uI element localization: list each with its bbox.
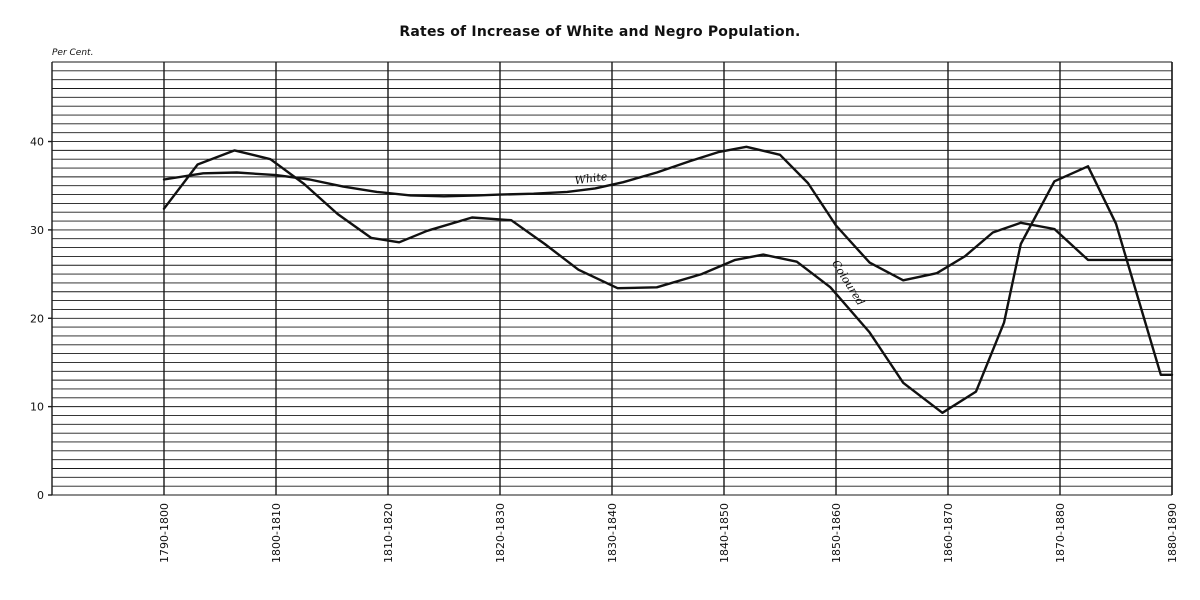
- x-tick-label: 1870-1880: [1054, 503, 1067, 563]
- x-tick-label: 1850-1860: [830, 503, 843, 563]
- series-layer: [162, 145, 1174, 414]
- x-tick-label: 1820-1830: [494, 503, 507, 563]
- x-tick-label: 1860-1870: [942, 503, 955, 563]
- series-label-white: White: [574, 170, 609, 188]
- x-tick-label: 1840-1850: [718, 503, 731, 563]
- x-tick-label: 1800-1810: [270, 503, 283, 563]
- x-tick-label: 1790-1800: [158, 503, 171, 563]
- y-tick-label: 40: [30, 136, 44, 149]
- y-tick-label: 30: [30, 224, 44, 237]
- series-line-white: [162, 145, 1174, 282]
- y-axis-unit-label: Per Cent.: [52, 48, 93, 58]
- y-tick-label: 10: [30, 401, 44, 414]
- grid-layer: [51, 61, 1173, 496]
- x-tick-label: 1880-1890: [1166, 503, 1179, 563]
- axis-layer: Per Cent. 0 10 20 30 40 1790-1800 1800-1810 181…: [30, 48, 1179, 563]
- x-tick-label: 1810-1820: [382, 503, 395, 563]
- y-tick-label: 20: [30, 312, 44, 325]
- x-tick-label: 1830-1840: [606, 503, 619, 563]
- chart-title: Rates of Increase of White and Negro Pop…: [399, 24, 801, 40]
- series-line-coloured: [162, 149, 1174, 414]
- y-tick-label: 0: [37, 489, 44, 502]
